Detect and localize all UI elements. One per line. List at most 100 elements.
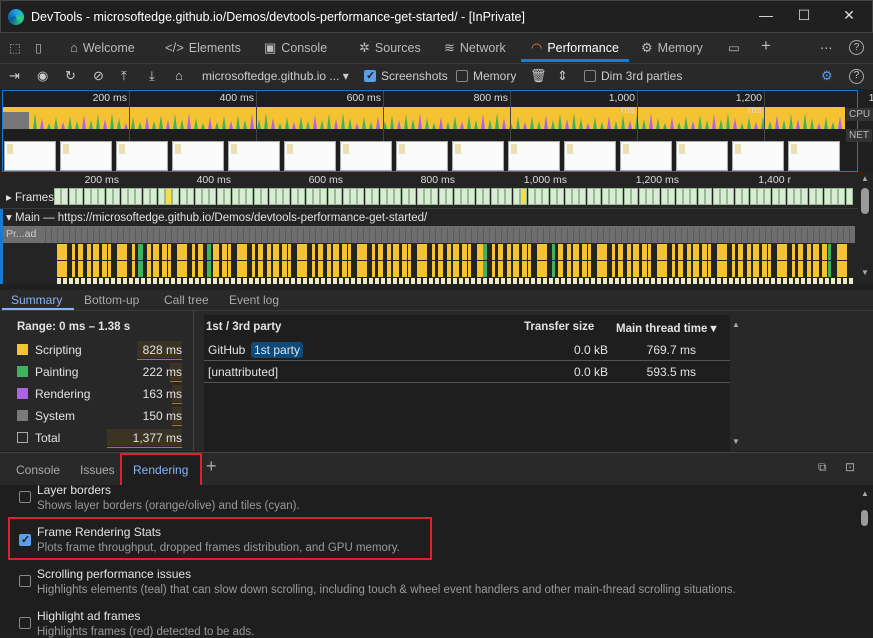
scripting-event[interactable] [657,261,663,277]
frame[interactable] [557,188,565,205]
frame[interactable] [712,188,720,205]
scripting-event[interactable] [288,261,291,277]
main-track-header[interactable]: ▾ Main — https://microsoftedge.github.io… [6,212,428,224]
scripting-event[interactable] [543,244,547,260]
screenshot-thumbnail[interactable] [676,141,728,171]
function-call[interactable] [747,278,751,284]
function-call[interactable] [315,278,319,284]
tab-event-log[interactable]: Event log [229,293,280,307]
frame[interactable] [734,188,742,205]
function-call[interactable] [171,278,175,284]
tab-network[interactable]: ≋ Network [444,40,506,56]
timeline-scrollbar[interactable]: ▲ ▼ [858,172,873,284]
scripting-event[interactable] [498,261,503,277]
scripting-event[interactable] [753,261,759,277]
function-call[interactable] [327,278,331,284]
scripting-event[interactable] [837,261,843,277]
scripting-event[interactable] [612,261,615,277]
function-call[interactable] [675,278,679,284]
function-call[interactable] [813,278,817,284]
scripting-event[interactable] [768,261,771,277]
function-call[interactable] [501,278,505,284]
function-call[interactable] [339,278,343,284]
frame[interactable] [290,188,298,205]
scripting-event[interactable] [318,244,323,260]
frame[interactable] [764,188,772,205]
frame[interactable] [794,188,801,205]
function-call[interactable] [135,278,139,284]
function-call[interactable] [687,278,691,284]
scripting-event[interactable] [213,244,219,260]
function-call[interactable] [411,278,415,284]
scripting-event[interactable] [393,261,399,277]
scripting-event[interactable] [177,261,183,277]
frame[interactable] [579,188,587,205]
scripting-event[interactable] [258,261,263,277]
frame[interactable] [786,188,794,205]
scripting-event[interactable] [387,261,391,277]
scripting-event[interactable] [798,244,803,260]
frame[interactable] [616,188,624,205]
frame[interactable] [98,188,106,205]
function-call[interactable] [447,278,451,284]
function-call[interactable] [537,278,541,284]
dropped-frame[interactable] [165,188,172,205]
scripting-event[interactable] [762,261,767,277]
function-call[interactable] [723,278,727,284]
tab-welcome[interactable]: ⌂ Welcome [70,40,135,55]
frame[interactable] [705,188,713,205]
scripting-event[interactable] [393,244,399,260]
scripting-event[interactable] [138,261,143,277]
function-call[interactable] [351,278,355,284]
scripting-event[interactable] [657,244,663,260]
scripting-event[interactable] [477,244,483,260]
scripting-event[interactable] [633,244,639,260]
scripting-event[interactable] [252,244,255,260]
function-call[interactable] [441,278,445,284]
function-call[interactable] [453,278,457,284]
function-call[interactable] [663,278,667,284]
frame[interactable] [105,188,113,205]
frame[interactable] [91,188,98,205]
tab-console[interactable]: ▣ Console [264,40,327,56]
function-call[interactable] [405,278,409,284]
frame[interactable] [313,188,320,205]
scripting-event[interactable] [492,244,495,260]
scripting-event[interactable] [468,244,471,260]
frame[interactable] [623,188,631,205]
scripting-event[interactable] [513,244,519,260]
scripting-event[interactable] [537,261,543,277]
scripting-event[interactable] [717,261,723,277]
frame[interactable] [327,188,335,205]
scripting-event[interactable] [198,244,203,260]
scripting-event[interactable] [738,261,743,277]
frame[interactable] [801,188,809,205]
function-call[interactable] [465,278,469,284]
function-call[interactable] [231,278,235,284]
frame[interactable] [512,188,520,205]
frame[interactable] [209,188,217,205]
scripting-event[interactable] [588,261,591,277]
function-call[interactable] [261,278,265,284]
scripting-event[interactable] [798,261,803,277]
function-call[interactable] [657,278,661,284]
function-call[interactable] [759,278,763,284]
scripting-event[interactable] [78,244,83,260]
function-call[interactable] [717,278,721,284]
scripting-event[interactable] [567,244,571,260]
scripting-event[interactable] [603,261,607,277]
maximize-button[interactable]: ☐ [797,7,811,23]
scripting-event[interactable] [222,244,227,260]
function-call[interactable] [69,278,73,284]
function-call[interactable] [543,278,547,284]
scripting-event[interactable] [462,244,467,260]
scripting-event[interactable] [198,261,203,277]
add-drawer-tab-button[interactable]: + [206,456,217,476]
scripting-event[interactable] [162,261,167,277]
function-call[interactable] [147,278,151,284]
scripting-event[interactable] [552,244,555,260]
scripting-event[interactable] [192,261,195,277]
drawer-tab-issues[interactable]: Issues [80,463,115,477]
scripting-event[interactable] [207,261,211,277]
function-call[interactable] [387,278,391,284]
